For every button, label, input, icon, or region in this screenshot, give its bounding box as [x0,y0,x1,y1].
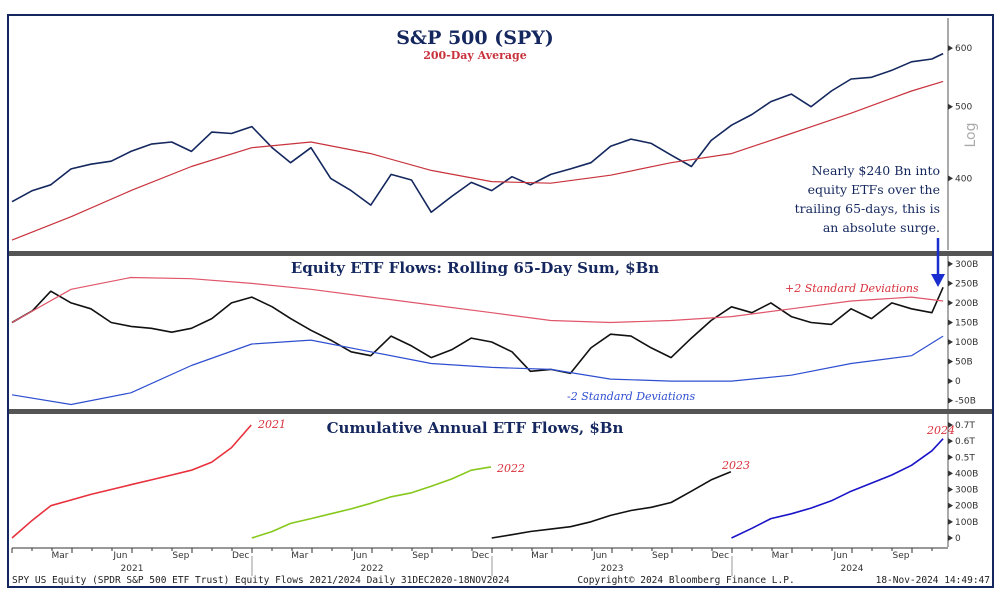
y-tick [948,260,953,267]
series-line--2-standard-deviations [11,335,944,406]
y-tick [948,319,953,326]
y-tick [948,502,953,509]
year-label-2023: 2023 [721,459,750,472]
y-tick-label: 0 [955,534,961,544]
y-tick-label: 400B [955,469,978,479]
y-tick-label: 500 [955,103,972,113]
panel-divider [9,251,992,256]
cumulative-title: Cumulative Annual ETF Flows, $Bn [327,419,624,437]
lower-band-label: -2 Standard Deviations [567,390,695,403]
ma-subtitle: 200-Day Average [423,49,527,62]
y-tick-label: -50B [955,397,976,407]
footer-copyright: Copyright© 2024 Bloomberg Finance L.P. [577,575,794,586]
log-axis-label: Log [963,122,979,147]
x-tick-label: Sep [652,551,669,561]
footer-timestamp: 18-Nov-2024 14:49:47 [876,575,990,586]
x-tick-label: Dec [472,551,489,561]
x-tick-label: Jun [592,551,607,561]
x-year-label: 2021 [121,564,144,574]
footer-source: SPY US Equity (SPDR S&P 500 ETF Trust) E… [12,575,510,586]
year-label-2021: 2021 [257,418,286,431]
y-tick [948,45,953,52]
y-tick [948,421,953,428]
x-tick-label: Dec [232,551,249,561]
y-tick [948,358,953,365]
x-tick-label: Sep [893,551,910,561]
y-tick-label: 0.6T [955,437,975,447]
y-tick-label: 0.7T [955,421,975,431]
x-tick-label: Sep [172,551,189,561]
annotation-line: Nearly $240 Bn into [812,163,940,178]
x-year-label: 2022 [361,564,384,574]
y-tick [948,280,953,287]
x-tick-label: Mar [291,551,308,561]
series-line-2021 [11,424,252,539]
series-line-2022 [251,466,492,539]
y-tick [948,175,953,182]
x-year-label: 2024 [841,564,864,574]
spy-title: S&P 500 (SPY) [396,27,554,49]
y-tick-label: 200B [955,502,978,512]
x-tick-label: Jun [352,551,367,561]
annotation-line: trailing 65-days, this is [795,201,940,216]
y-tick [948,299,953,306]
annotation-line: equity ETFs over the [808,182,940,197]
annotation-line: an absolute surge. [823,220,940,235]
y-tick [948,486,953,493]
x-tick-label: Jun [112,551,127,561]
y-tick [948,397,953,404]
arrow-icon [931,238,945,287]
y-tick [948,534,953,541]
y-tick [948,378,953,385]
y-tick [948,438,953,445]
series-line-2023 [491,471,732,539]
y-tick-label: 250B [955,279,978,289]
y-tick [948,103,953,110]
y-tick-label: 50B [955,358,973,368]
y-tick [948,454,953,461]
upper-band-label: +2 Standard Deviations [785,282,919,295]
panel-divider [9,409,992,414]
y-tick-label: 100B [955,338,978,348]
x-tick-label: Dec [712,551,729,561]
series-line--2-standard-deviations [11,276,944,324]
series-line-200-day-average [11,80,944,241]
y-tick [948,339,953,346]
x-tick-label: Jun [833,551,848,561]
series-line-flows [11,286,944,375]
chart-frame [7,14,994,588]
y-tick-label: 600 [955,44,972,54]
y-tick-label: 200B [955,299,978,309]
y-tick-label: 300B [955,486,978,496]
x-tick-label: Sep [412,551,429,561]
y-tick [948,470,953,477]
y-tick-label: 400 [955,174,972,184]
y-tick-label: 0 [955,377,961,387]
y-tick-label: 100B [955,518,978,528]
series-line-s-p-500-spy- [11,52,944,213]
x-tick-label: Mar [531,551,548,561]
year-label-2022: 2022 [496,462,525,475]
y-tick-label: 0.5T [955,453,975,463]
y-tick-label: 150B [955,318,978,328]
x-tick-label: Mar [51,551,68,561]
y-tick [948,518,953,525]
y-tick-label: 300B [955,260,978,270]
x-tick-label: Mar [772,551,789,561]
series-line-2024 [731,438,944,539]
flows-title: Equity ETF Flows: Rolling 65-Day Sum, $B… [291,259,659,277]
x-year-label: 2023 [601,564,624,574]
